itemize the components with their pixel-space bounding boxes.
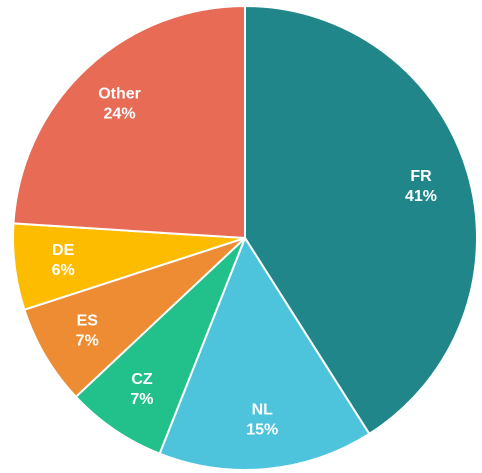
slice-label: Other: [98, 86, 141, 103]
pie-slice: [244, 4, 478, 436]
slice-label: NL: [252, 402, 274, 419]
pie-slice: [158, 235, 371, 471]
slice-label: ES: [77, 313, 99, 330]
slice-value: 15%: [246, 422, 278, 439]
slice-value: 7%: [76, 333, 99, 350]
slice-value: 6%: [52, 262, 75, 279]
pie-slice: [23, 237, 246, 399]
pie-slice: [74, 237, 246, 456]
slice-value: 7%: [130, 391, 153, 408]
slice-label: FR: [410, 168, 432, 185]
pie-slice: [12, 4, 246, 240]
slice-label: CZ: [131, 371, 153, 388]
slice-value: 24%: [104, 106, 136, 123]
slice-value: 41%: [405, 188, 437, 205]
slice-label: DE: [52, 242, 75, 259]
